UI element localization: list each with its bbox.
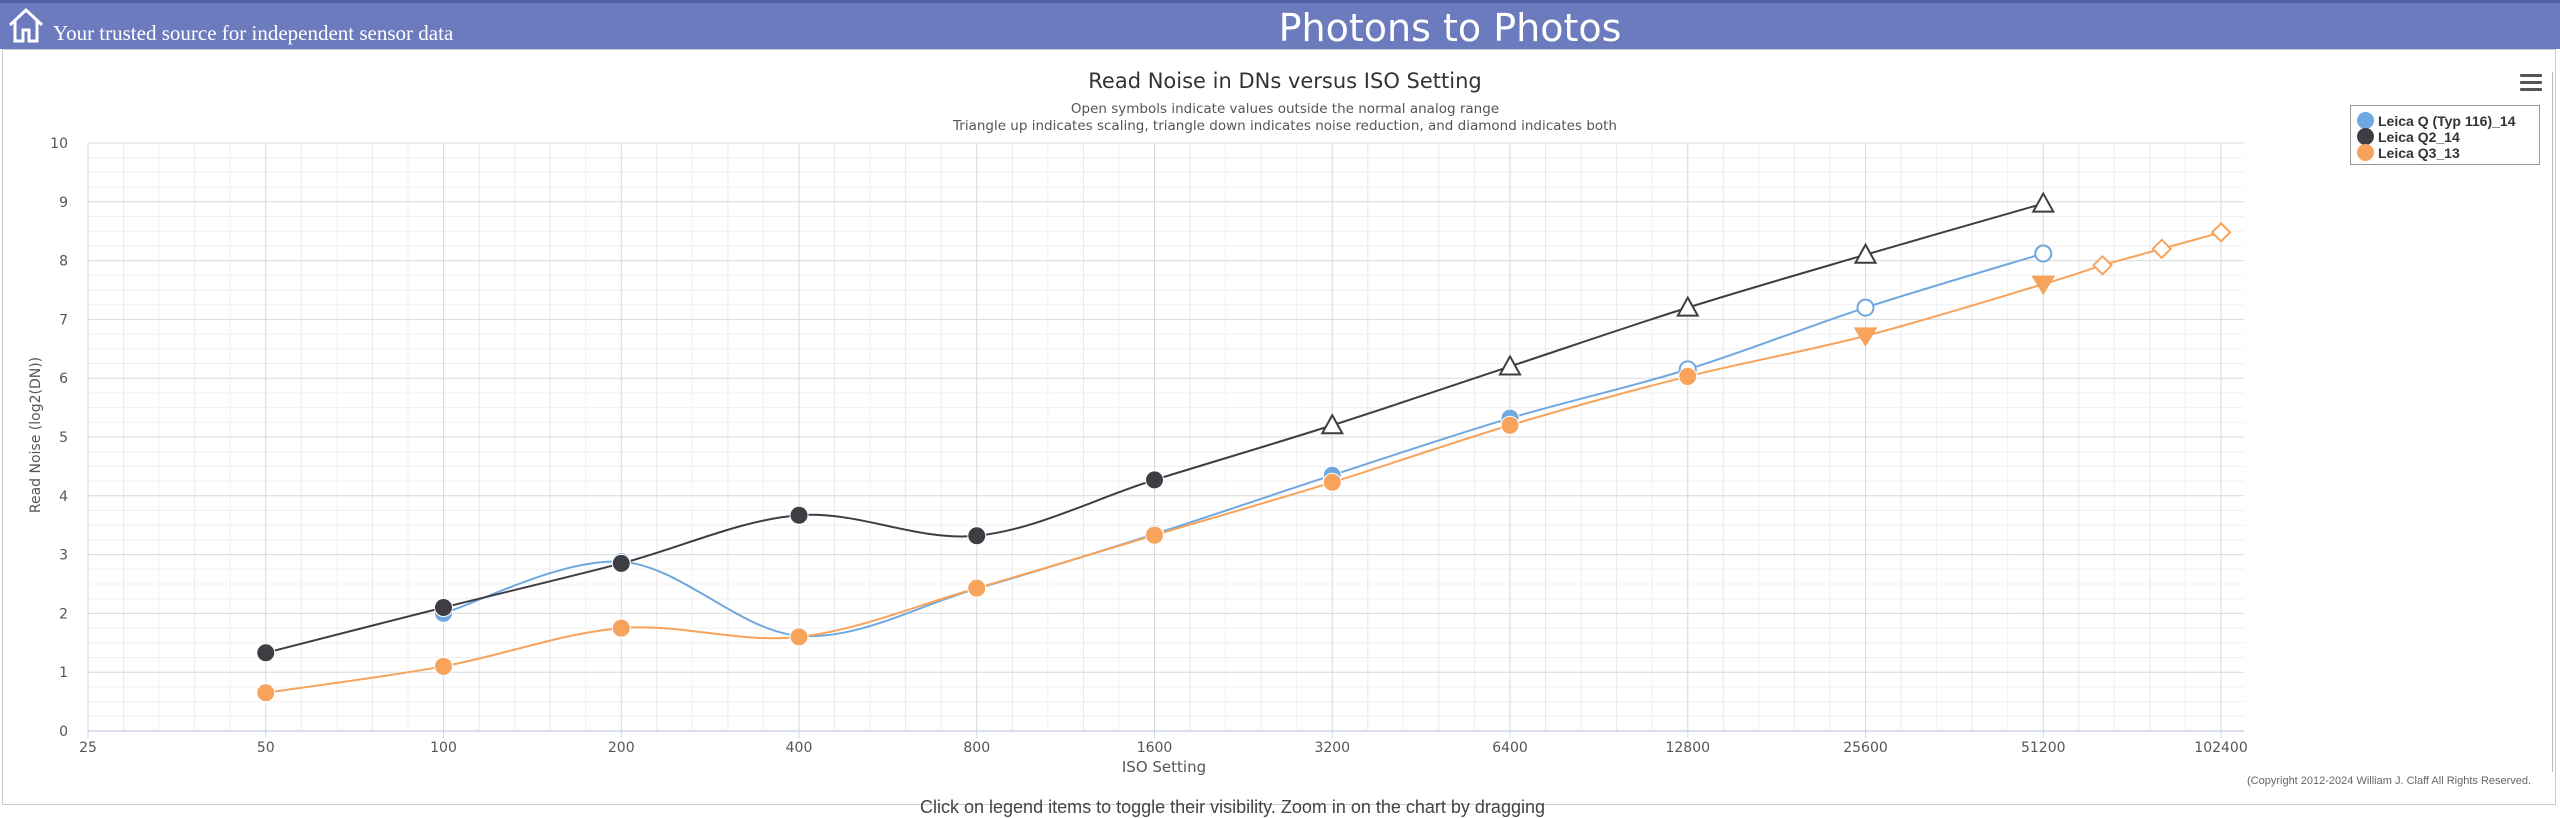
y-tick-label: 9 — [59, 195, 68, 211]
home-icon[interactable] — [6, 5, 46, 45]
legend-item-leica-q2[interactable]: Leica Q2_14 — [2357, 128, 2460, 145]
x-tick-label: 51200 — [2021, 740, 2066, 756]
legend-label: Leica Q3_13 — [2378, 145, 2460, 161]
top-banner: Your trusted source for independent sens… — [0, 0, 2560, 50]
data-point — [967, 578, 987, 598]
series-2 — [265, 231, 2222, 694]
series-line — [265, 231, 2222, 694]
y-tick-label: 3 — [59, 548, 68, 564]
x-tick-label: 6400 — [1492, 740, 1528, 756]
data-point — [1322, 472, 1342, 492]
y-tick-label: 6 — [59, 371, 68, 387]
data-point — [256, 683, 276, 703]
data-point — [2031, 275, 2056, 296]
y-tick-label: 5 — [59, 430, 68, 446]
data-point — [611, 618, 631, 638]
x-tick-label: 12800 — [1665, 740, 1710, 756]
y-tick-label: 2 — [59, 606, 68, 622]
y-tick-label: 4 — [59, 489, 68, 505]
y-tick-label: 7 — [59, 312, 68, 328]
data-point — [1500, 415, 1520, 435]
data-point — [2151, 238, 2173, 260]
legend-marker — [2357, 128, 2374, 145]
chart-menu-icon[interactable] — [2520, 74, 2542, 92]
data-point — [2210, 221, 2232, 243]
data-point — [434, 598, 454, 618]
data-point — [2031, 191, 2055, 213]
series-0 — [443, 252, 2044, 638]
legend-item-leica-q-typ116[interactable]: Leica Q (Typ 116)_14 — [2357, 112, 2516, 129]
x-tick-label: 25 — [79, 740, 97, 756]
data-point — [2034, 244, 2053, 263]
data-point — [1320, 413, 1344, 435]
x-tick-label: 800 — [963, 740, 990, 756]
x-tick-label: 50 — [257, 740, 275, 756]
chart-title: Read Noise in DNs versus ISO Setting — [1088, 69, 1481, 93]
data-point — [1676, 295, 1700, 317]
y-tick-label: 1 — [59, 665, 68, 681]
y-axis-title: Read Noise (log2(DN)) — [28, 357, 44, 513]
chart-container — [2, 49, 2556, 805]
legend-label: Leica Q (Typ 116)_14 — [2378, 113, 2516, 129]
data-point — [1145, 470, 1165, 490]
chart-subtitle-1: Open symbols indicate values outside the… — [1071, 101, 1499, 117]
data-point — [1853, 242, 1878, 264]
legend-label: Leica Q2_14 — [2378, 129, 2460, 145]
site-tagline: Your trusted source for independent sens… — [53, 21, 454, 45]
series-markers-1 — [256, 191, 2055, 663]
footer-hint: Click on legend items to toggle their vi… — [920, 797, 1545, 817]
x-tick-label: 102400 — [2194, 740, 2247, 756]
data-point — [1678, 366, 1698, 386]
x-tick-label: 200 — [608, 740, 635, 756]
data-point — [434, 656, 454, 676]
data-point — [789, 627, 809, 647]
data-point — [789, 505, 809, 525]
series-markers-2 — [256, 221, 2232, 703]
data-point — [1853, 327, 1878, 347]
x-tick-label: 1600 — [1137, 740, 1173, 756]
chart-subtitle-2: Triangle up indicates scaling, triangle … — [952, 118, 1617, 134]
axes: 0 1 2 3 4 5 6 7 8 9 10 25 50 100 200 400 800 1600 3200 6400… — [50, 136, 2248, 756]
scroll-edge — [2552, 72, 2559, 772]
site-title: Photons to Photos — [1278, 6, 1622, 50]
legend-marker — [2357, 144, 2374, 161]
y-tick-label: 10 — [50, 136, 68, 152]
x-tick-label: 100 — [430, 740, 457, 756]
data-point — [1145, 525, 1165, 545]
series-line — [443, 252, 2044, 638]
data-point — [1498, 354, 1522, 376]
x-tick-label: 3200 — [1314, 740, 1350, 756]
copyright-notice: (Copyright 2012-2024 William J. Claff Al… — [2247, 775, 2532, 787]
x-tick-label: 25600 — [1843, 740, 1888, 756]
x-axis-title: ISO Setting — [1122, 758, 1206, 776]
x-tick-label: 400 — [786, 740, 813, 756]
chart-legend: Leica Q (Typ 116)_14 Leica Q2_14 Leica Q… — [2350, 105, 2540, 165]
data-point — [967, 526, 987, 546]
data-point — [1856, 298, 1875, 317]
y-tick-label: 0 — [59, 724, 68, 740]
y-tick-label: 8 — [59, 254, 68, 270]
data-point — [256, 643, 276, 663]
series-markers-0 — [434, 244, 2053, 646]
legend-marker — [2357, 112, 2374, 129]
series-layer — [256, 191, 2232, 703]
data-point — [2092, 254, 2113, 276]
legend-item-leica-q3[interactable]: Leica Q3_13 — [2357, 144, 2460, 161]
data-point — [611, 553, 631, 573]
